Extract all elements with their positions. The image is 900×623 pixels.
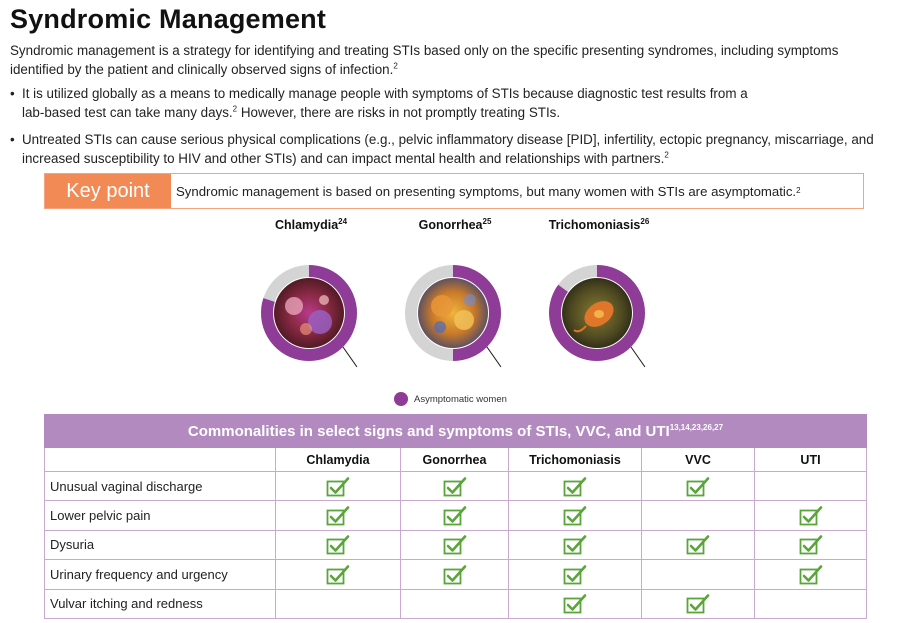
table-cell	[754, 588, 867, 619]
intro-paragraph: Syndromic management is a strategy for i…	[10, 43, 839, 77]
gonorrhea-microscopy-image	[418, 278, 488, 348]
checkmark-icon	[443, 476, 466, 497]
table-row: Urinary frequency and urgency	[44, 559, 867, 590]
checkmark-icon	[563, 506, 587, 526]
checkmark-icon	[326, 506, 350, 526]
page-title: Syndromic Management	[10, 4, 327, 34]
column-header: Gonorrhea	[400, 447, 509, 472]
key-point-text: Syndromic management is based on present…	[176, 183, 801, 199]
column-header: VVC	[641, 447, 755, 472]
table-cell	[400, 588, 509, 619]
checkmark-icon	[799, 506, 822, 526]
row-label: Vulvar itching and redness	[44, 588, 276, 619]
column-header: Chlamydia	[275, 447, 401, 472]
bullet-list: • It is utilized globally as a means to …	[10, 84, 895, 176]
donut-gonorrhea: Gonorrhea25 50%	[380, 217, 530, 374]
percent-label: 85%	[643, 373, 661, 374]
row-label: Unusual vaginal discharge	[44, 470, 276, 502]
table-row: Unusual vaginal discharge	[44, 470, 867, 502]
table-cell	[508, 559, 642, 590]
table-cell	[641, 559, 755, 590]
table-cell	[754, 500, 867, 531]
table-cell	[754, 529, 867, 561]
table-cell	[400, 500, 509, 531]
leader-line	[486, 346, 502, 368]
table-cell	[641, 500, 755, 531]
table-cell	[641, 470, 755, 502]
donut-arc	[261, 265, 357, 361]
table-cell	[641, 588, 755, 619]
donut-arc	[549, 265, 645, 361]
checkmark-icon	[443, 506, 466, 526]
table-cell	[508, 529, 642, 561]
table-cell	[508, 500, 642, 531]
column-header: UTI	[754, 447, 867, 472]
checkmark-icon	[326, 565, 350, 585]
table-cell	[400, 529, 509, 561]
checkmark-icon	[686, 535, 710, 555]
table-cell	[275, 529, 401, 561]
checkmark-icon	[563, 535, 587, 555]
checkmark-icon	[563, 594, 587, 614]
checkmark-icon	[799, 565, 822, 585]
donut-chart: 85%	[549, 265, 661, 374]
table-cell	[400, 470, 509, 502]
chart-legend: Asymptomatic women	[394, 392, 507, 406]
table-title: Commonalities in select signs and sympto…	[44, 414, 867, 448]
table-cell	[275, 559, 401, 590]
table-cell	[508, 588, 642, 619]
checkmark-icon	[326, 476, 350, 497]
checkmark-icon	[563, 476, 587, 497]
bullet-item-1: • It is utilized globally as a means to …	[10, 86, 748, 120]
legend-swatch	[394, 392, 408, 406]
row-label: Lower pelvic pain	[44, 500, 276, 531]
row-label: Dysuria	[44, 529, 276, 561]
table-cell	[275, 588, 401, 619]
checkmark-icon	[443, 535, 466, 555]
key-point-label: Key point	[45, 174, 171, 208]
table-cell	[641, 529, 755, 561]
donut-chart: 80%	[261, 265, 373, 374]
checkmark-icon	[799, 535, 822, 555]
symptoms-table: Commonalities in select signs and sympto…	[44, 414, 867, 619]
checkmark-icon	[326, 535, 350, 555]
bullet-icon: •	[10, 86, 15, 101]
donut-arc	[452, 265, 501, 361]
table-cell	[275, 500, 401, 531]
bullet-icon: •	[10, 132, 15, 147]
donut-chlamydia: Chlamydia24 80%	[236, 217, 386, 374]
row-label: Urinary frequency and urgency	[44, 559, 276, 590]
donut-chart: 50%	[405, 265, 517, 374]
leader-line	[342, 346, 358, 368]
column-header: Trichomoniasis	[508, 447, 642, 472]
donut-title: Gonorrhea	[418, 218, 483, 232]
percent-label: 50%	[499, 373, 517, 374]
donut-title: Chlamydia	[274, 218, 339, 232]
checkmark-icon	[686, 594, 710, 614]
table-cell	[400, 559, 509, 590]
key-point-box: Key point Syndromic management is based …	[44, 173, 864, 209]
table-cell	[275, 470, 401, 502]
legend-label: Asymptomatic women	[414, 393, 507, 405]
table-row: Vulvar itching and redness	[44, 588, 867, 619]
checkmark-icon	[686, 476, 710, 497]
checkmark-icon	[443, 565, 466, 585]
table-row: Lower pelvic pain	[44, 500, 867, 531]
table-corner-cell	[44, 447, 276, 472]
table-cell	[508, 470, 642, 502]
table-cell	[754, 559, 867, 590]
chlamydia-microscopy-image	[274, 278, 344, 348]
table-cell	[754, 470, 867, 502]
percent-label: 80%	[355, 373, 373, 374]
table-row: Dysuria	[44, 529, 867, 561]
donut-title: Trichomoniasis	[548, 218, 641, 232]
intro-ref: 2	[393, 61, 398, 71]
leader-line	[630, 346, 646, 368]
donut-trichomoniasis: Trichomoniasis26 85%	[524, 217, 674, 374]
bullet-item-2: • Untreated STIs can cause serious physi…	[10, 132, 874, 166]
checkmark-icon	[563, 565, 587, 585]
